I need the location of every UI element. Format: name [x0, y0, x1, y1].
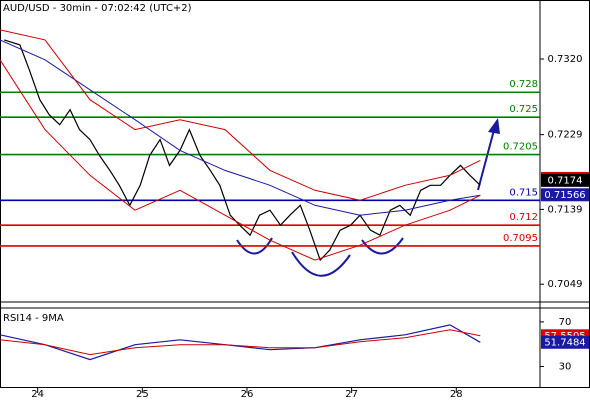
level-label: 0.7205	[503, 142, 538, 153]
series-line	[0, 324, 481, 361]
left-shoulder	[236, 237, 273, 255]
rsi-title: RSI14 - 9MA	[3, 313, 64, 324]
level-label: 0.728	[509, 79, 538, 90]
price-tag-label: 0.7174	[548, 175, 583, 186]
x-tick-label: 25	[136, 389, 149, 400]
y-tick-label: 0.7049	[548, 279, 583, 290]
chart-title: AUD/USD - 30min - 07:02:42 (UTC+2)	[3, 3, 192, 14]
price-tag-label: 0.71566	[544, 190, 585, 201]
price-tag	[541, 188, 589, 202]
series-line	[0, 59, 481, 261]
series-line	[4, 39, 481, 262]
pattern-arcs	[236, 237, 404, 277]
x-tick-label: 26	[241, 389, 254, 400]
head	[291, 251, 351, 277]
y-tick-label: 0.7139	[548, 204, 583, 215]
price-tag	[541, 335, 589, 349]
price-tag	[541, 173, 589, 187]
series-line	[0, 39, 481, 216]
right-shoulder	[361, 237, 404, 255]
x-tick-label: 28	[450, 389, 463, 400]
y-tick-label: 70	[559, 317, 572, 328]
y-tick-label: 0.7320	[548, 54, 583, 65]
price-tag-label: 51.7484	[544, 337, 585, 348]
level-label: 0.7095	[503, 233, 538, 244]
forecast-arrow	[477, 118, 500, 191]
series-line	[0, 29, 481, 201]
series-line	[0, 329, 481, 356]
level-label: 0.712	[509, 212, 538, 223]
y-tick-label: 0.7229	[548, 130, 583, 141]
arrow-head	[488, 118, 500, 134]
level-label: 0.725	[509, 104, 538, 115]
frame	[0, 0, 590, 388]
y-tick-label: 30	[559, 361, 572, 372]
x-tick-label: 24	[31, 389, 44, 400]
level-label: 0.715	[509, 187, 538, 198]
arrow-shaft	[477, 129, 495, 191]
x-tick-label: 27	[345, 389, 358, 400]
